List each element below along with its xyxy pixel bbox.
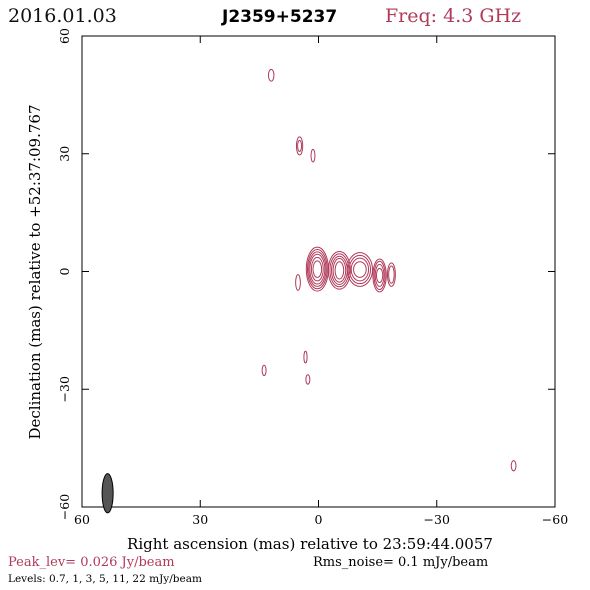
contour-line (303, 350, 308, 364)
plot-frame (81, 35, 556, 508)
contour-line (295, 136, 304, 156)
contour-line (261, 364, 267, 377)
contour-line (510, 460, 517, 472)
frequency-label: Freq: 4.3 GHz (385, 5, 521, 27)
contour-line (353, 261, 367, 278)
contour-line (350, 257, 370, 282)
source-name: J2359+5237 (221, 7, 337, 27)
contour-component (303, 350, 308, 364)
contour-line (305, 374, 311, 385)
peak-level: Peak_lev= 0.026 Jy/beam (8, 555, 175, 570)
x-tick-label: 60 (74, 512, 90, 527)
contour-line (312, 260, 323, 278)
observation-date: 2016.01.03 (8, 5, 117, 27)
contour-component (261, 364, 267, 377)
x-tick-label: −30 (424, 512, 450, 527)
y-tick-label: 30 (57, 146, 72, 162)
contour-component (305, 246, 329, 292)
axis-tick-labels: 60 30 0 −30 −60 −60 −30 0 30 60 (57, 28, 568, 527)
contour-line (267, 68, 275, 82)
contour-components (261, 68, 517, 472)
contour-line (332, 258, 347, 283)
contour-line (327, 250, 351, 290)
beam-shape (101, 473, 114, 514)
x-tick-label: 0 (315, 512, 323, 527)
contour-component (386, 262, 396, 287)
contour-component (372, 258, 387, 293)
contour-levels: Levels: 0.7, 1, 3, 5, 11, 22 mJy/beam (8, 573, 202, 585)
x-tick-label: 30 (192, 512, 208, 527)
y-axis-label: Declination (mas) relative to +52:37:09.… (26, 104, 44, 439)
contour-component (305, 374, 311, 385)
y-tick-label: 60 (57, 28, 72, 44)
x-tick-label: −60 (542, 512, 568, 527)
contour-line (386, 262, 396, 287)
beam-ellipse (101, 473, 114, 514)
contour-line (373, 260, 386, 291)
contour-line (297, 139, 303, 152)
contour-line (309, 253, 326, 285)
contour-line (372, 258, 387, 293)
contour-line (348, 254, 372, 285)
y-tick-label: 0 (57, 267, 72, 275)
contour-line (375, 267, 384, 283)
contour-line (388, 265, 395, 284)
contour-component (267, 68, 275, 82)
contour-component (510, 460, 517, 472)
x-axis-label: Right ascension (mas) relative to 23:59:… (127, 535, 493, 553)
contour-component (295, 136, 304, 156)
contour-line (331, 255, 348, 285)
contour-component (310, 148, 316, 163)
rms-noise: Rms_noise= 0.1 mJy/beam (313, 555, 488, 570)
contour-component (346, 252, 374, 287)
contour-line (308, 251, 327, 287)
contour-line (310, 148, 316, 163)
contour-line (374, 263, 385, 287)
contour-line (295, 274, 301, 291)
y-tick-label: −60 (57, 494, 72, 520)
contour-line (334, 261, 345, 280)
axis-ticks (81, 35, 556, 508)
contour-line (306, 249, 328, 290)
contour-line (310, 256, 324, 282)
contour-line (346, 252, 374, 287)
contour-component (295, 274, 301, 291)
y-tick-label: −30 (57, 376, 72, 402)
